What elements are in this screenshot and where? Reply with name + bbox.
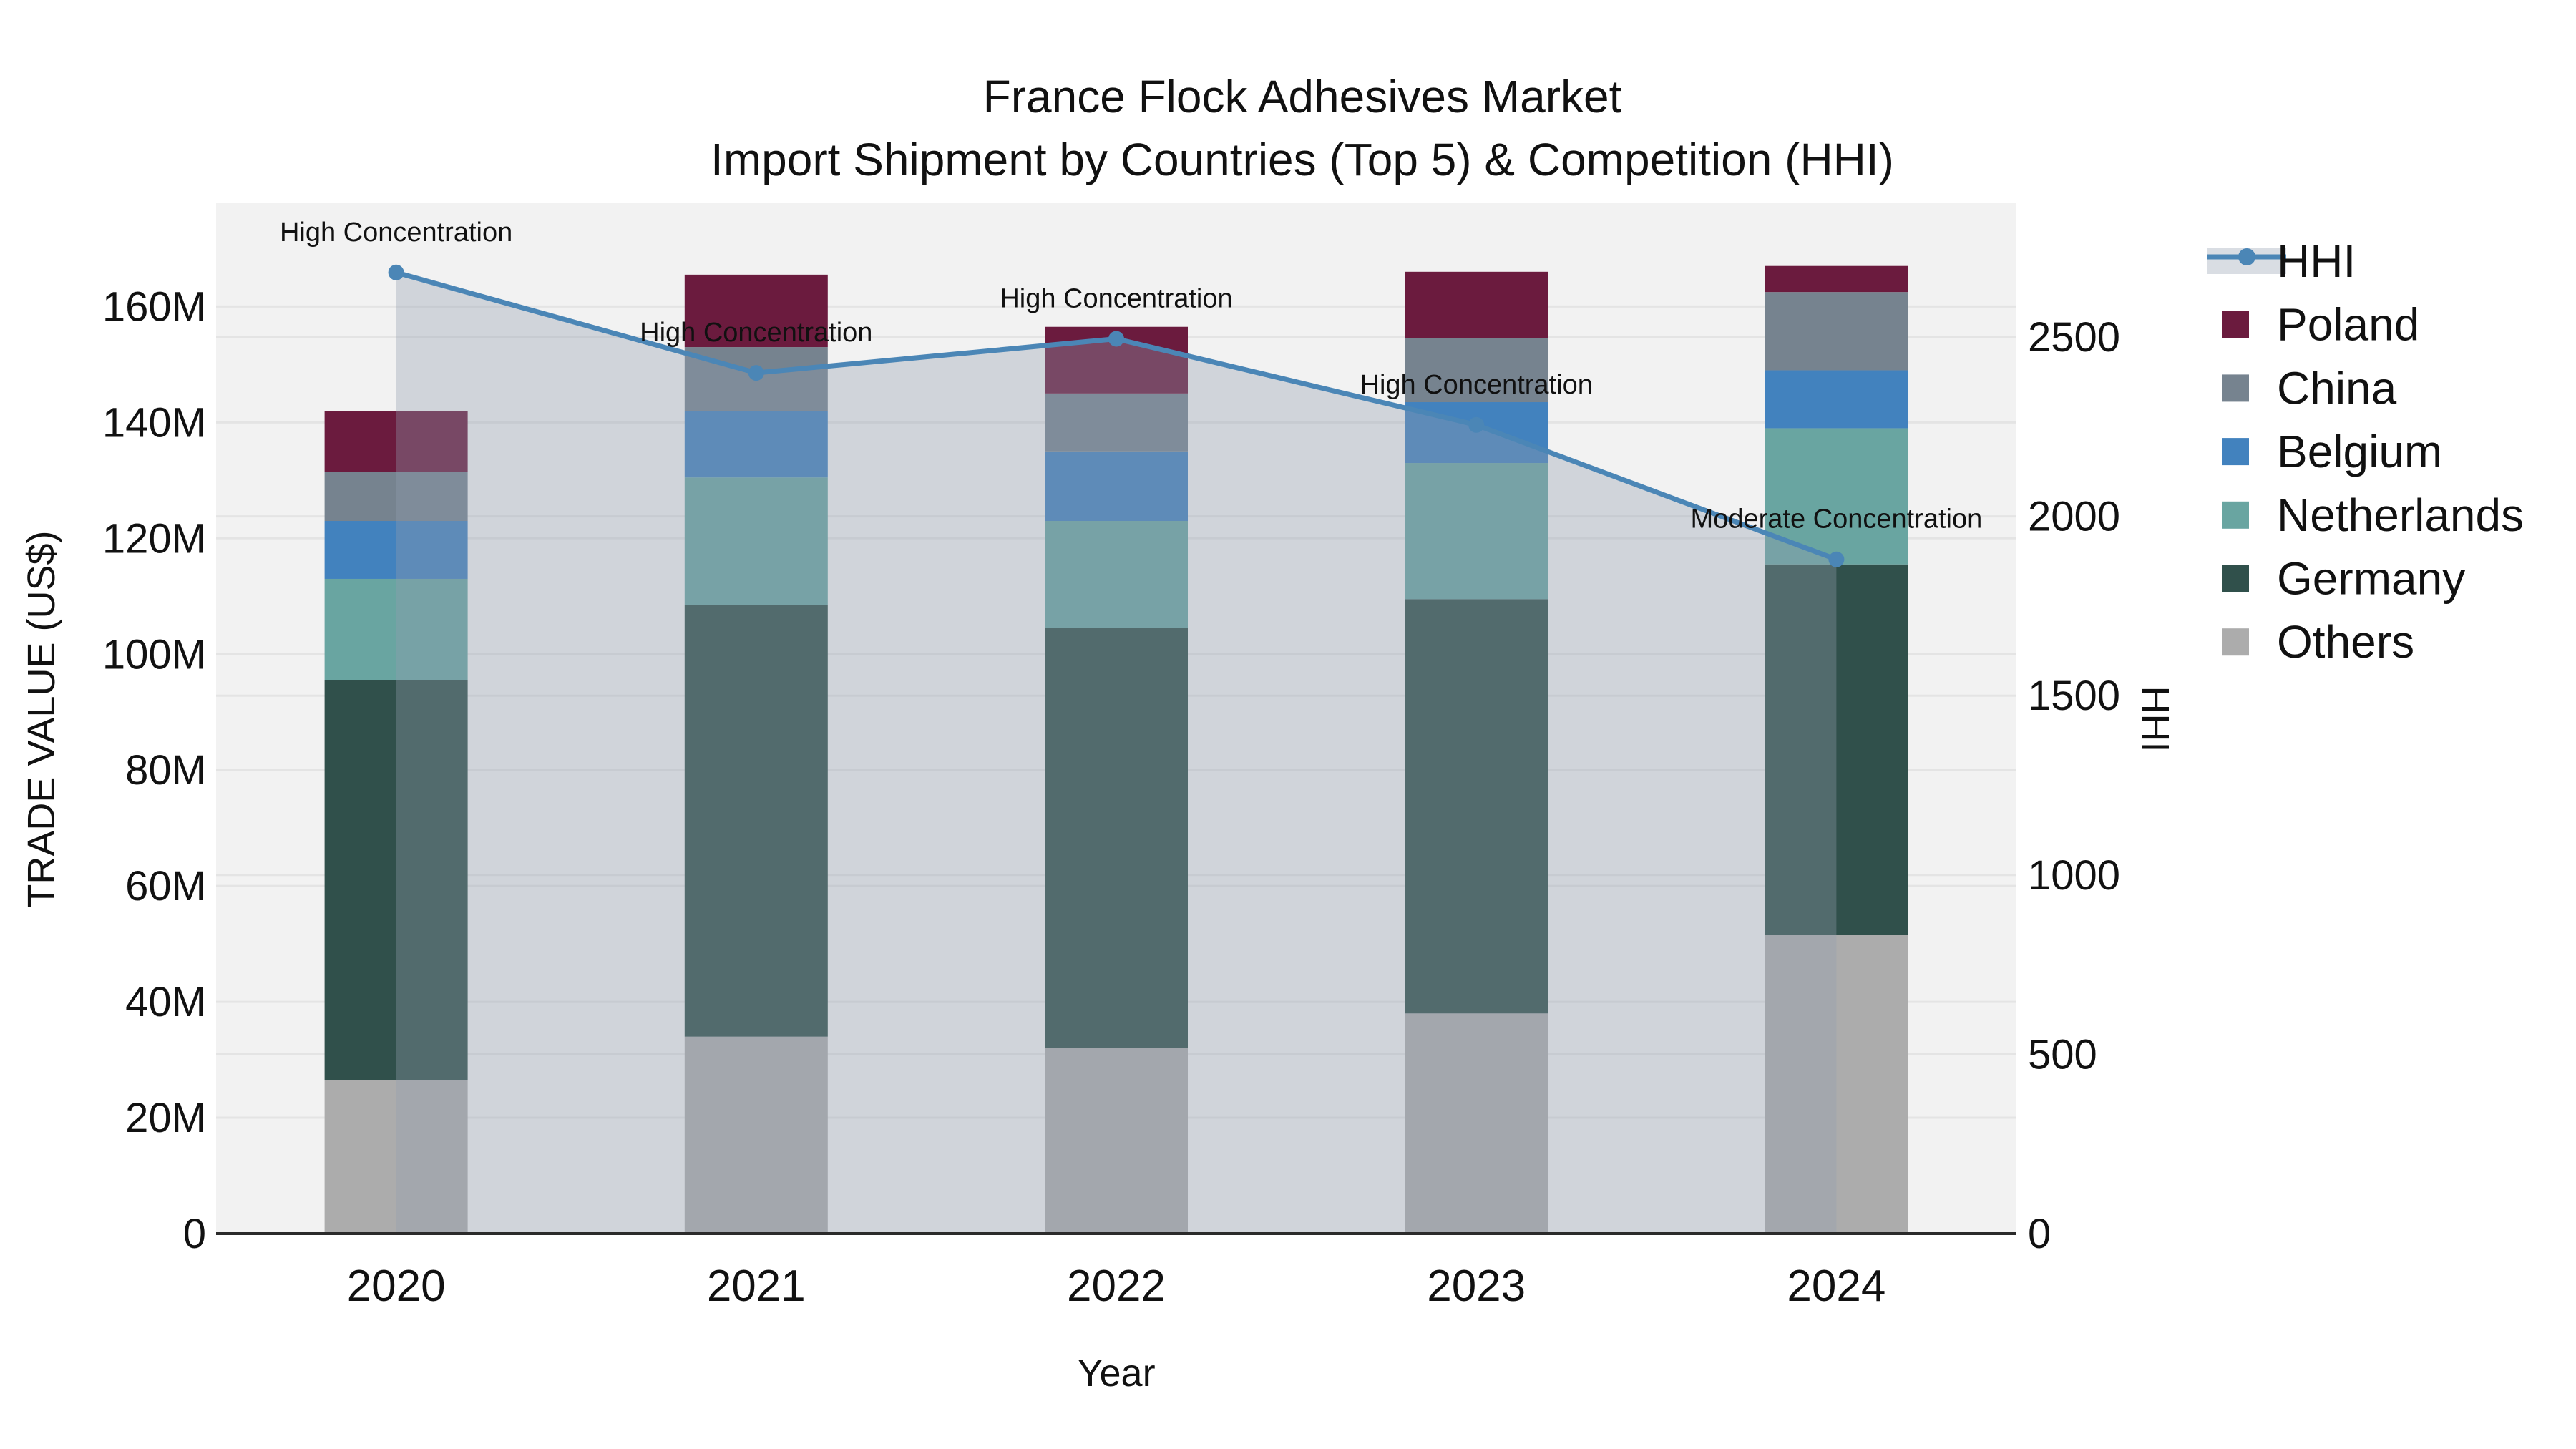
hhi-marker-2024 [1828, 551, 1845, 567]
bar-segment-2024-germany [1765, 564, 1908, 935]
legend-label-netherlands: Netherlands [2277, 489, 2524, 541]
bar-segment-2023-netherlands [1405, 463, 1548, 600]
hhi-marker-2021 [748, 365, 764, 381]
bar-segment-2020-germany [324, 680, 468, 1080]
y-right-tick-1500: 1500 [2028, 673, 2120, 719]
y-left-tick-20M: 20M [125, 1095, 206, 1141]
legend-swatch-poland [2222, 311, 2249, 338]
x-tick-2024: 2024 [1787, 1262, 1885, 1311]
bar-segment-2021-poland [684, 274, 828, 348]
legend-swatch-belgium [2222, 438, 2249, 466]
annotation-2022: High Concentration [1000, 284, 1232, 314]
x-tick-2021: 2021 [707, 1262, 806, 1311]
y-left-tick-40M: 40M [125, 979, 206, 1025]
y-right-tick-2500: 2500 [2028, 314, 2120, 361]
legend-label-others: Others [2277, 616, 2414, 668]
bar-segment-2023-others [1405, 1013, 1548, 1234]
legend-item-belgium: Belgium [2222, 426, 2442, 477]
y-left-tick-60M: 60M [125, 863, 206, 909]
bar-segment-2023-germany [1405, 599, 1548, 1014]
bar-segment-2022-china [1045, 393, 1188, 452]
y-left-tick-100M: 100M [102, 631, 206, 678]
legend-label-china: China [2277, 362, 2397, 414]
legend-swatch-others [2222, 628, 2249, 656]
bar-segment-2021-belgium [684, 411, 828, 478]
bar-segment-2021-netherlands [684, 477, 828, 605]
legend-label-belgium: Belgium [2277, 426, 2442, 477]
hhi-marker-2023 [1468, 416, 1485, 433]
annotation-2020: High Concentration [280, 218, 512, 248]
chart-title-line1: France Flock Adhesives Market [982, 71, 1622, 122]
bar-segment-2024-others [1765, 935, 1908, 1234]
y-left-tick-0: 0 [183, 1211, 206, 1257]
annotation-2024: Moderate Concentration [1691, 504, 1983, 535]
hhi-area-fill [396, 272, 1837, 1234]
legend-item-poland: Poland [2222, 299, 2419, 351]
legend-item-china: China [2222, 362, 2397, 414]
legend-item-hhi: HHI [2207, 235, 2356, 287]
bar-segment-2024-poland [1765, 265, 1908, 293]
y-left-tick-80M: 80M [125, 747, 206, 794]
y-right-tick-500: 500 [2028, 1031, 2097, 1078]
bar-segment-2020-belgium [324, 521, 468, 579]
legend-label-germany: Germany [2277, 553, 2465, 605]
legend-hhi-marker [2238, 248, 2255, 265]
hhi-marker-2020 [388, 264, 404, 280]
x-axis-label: Year [1077, 1352, 1156, 1395]
y-left-tick-160M: 160M [102, 283, 206, 330]
bar-segment-2021-others [684, 1036, 828, 1234]
legend-swatch-germany [2222, 565, 2249, 592]
hhi-marker-2022 [1108, 331, 1124, 347]
bar-segment-2021-germany [684, 605, 828, 1037]
chart-title-line2: Import Shipment by Countries (Top 5) & C… [711, 134, 1894, 185]
legend-swatch-china [2222, 374, 2249, 402]
x-tick-2020: 2020 [347, 1262, 446, 1311]
legend-item-others: Others [2222, 616, 2414, 668]
bar-segment-2022-others [1045, 1048, 1188, 1234]
bar-segment-2024-belgium [1765, 370, 1908, 429]
x-tick-2022: 2022 [1067, 1262, 1166, 1311]
bar-segment-2022-netherlands [1045, 521, 1188, 628]
bar-segment-2020-others [324, 1080, 468, 1234]
bar-segment-2022-germany [1045, 628, 1188, 1048]
bar-segment-2024-china [1765, 292, 1908, 371]
x-tick-2023: 2023 [1427, 1262, 1526, 1311]
y-right-tick-1000: 1000 [2028, 852, 2120, 899]
annotation-2023: High Concentration [1360, 370, 1593, 400]
bar-segment-2023-poland [1405, 271, 1548, 338]
legend-item-germany: Germany [2222, 553, 2465, 605]
bar-segment-2020-china [324, 472, 468, 522]
y-right-tick-0: 0 [2028, 1211, 2051, 1257]
legend-item-netherlands: Netherlands [2222, 489, 2524, 541]
legend-label-poland: Poland [2277, 299, 2419, 351]
y-left-tick-140M: 140M [102, 399, 206, 446]
y-axis-label-left: TRADE VALUE (US$) [20, 530, 63, 908]
annotation-2021: High Concentration [640, 318, 872, 348]
y-left-tick-120M: 120M [102, 515, 206, 562]
bar-segment-2023-china [1405, 338, 1548, 403]
y-right-tick-2000: 2000 [2028, 494, 2120, 540]
bar-segment-2022-belgium [1045, 451, 1188, 522]
y-axis-label-right: HHI [2134, 686, 2177, 753]
legend-swatch-netherlands [2222, 501, 2249, 529]
bar-segment-2020-netherlands [324, 578, 468, 680]
bar-segment-2020-poland [324, 411, 468, 472]
legend-label-hhi: HHI [2277, 235, 2356, 287]
